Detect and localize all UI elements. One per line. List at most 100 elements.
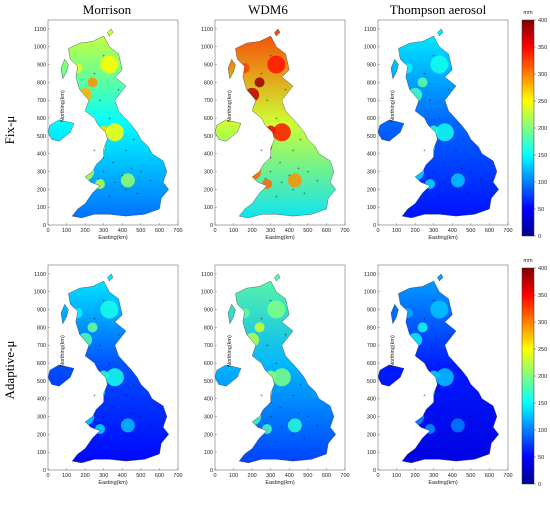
colorbar-tick-label: 300 bbox=[538, 320, 547, 326]
y-tick-label: 800 bbox=[204, 80, 213, 86]
y-tick-label: 500 bbox=[37, 134, 46, 140]
station-marker: + bbox=[423, 149, 426, 154]
y-tick-label: 100 bbox=[37, 450, 46, 456]
station-marker: + bbox=[451, 174, 454, 179]
y-tick-label: 400 bbox=[367, 397, 376, 403]
coastline bbox=[107, 273, 114, 282]
x-tick-label: 400 bbox=[448, 473, 457, 479]
colorbar-tick-label: 50 bbox=[538, 455, 544, 461]
y-tick-label: 900 bbox=[204, 63, 213, 69]
colorbar-tick-label: 200 bbox=[538, 126, 547, 132]
x-tick-label: 200 bbox=[411, 228, 420, 234]
y-tick-label: 600 bbox=[367, 361, 376, 367]
station-marker: + bbox=[93, 72, 96, 77]
station-marker: + bbox=[113, 426, 116, 431]
y-tick-label: 400 bbox=[37, 152, 46, 158]
x-tick-label: 700 bbox=[340, 473, 349, 479]
station-marker: + bbox=[432, 416, 435, 421]
y-tick-label: 0 bbox=[373, 468, 376, 474]
station-marker: + bbox=[108, 440, 111, 445]
y-tick-label: 1000 bbox=[364, 290, 376, 296]
x-tick-label: 600 bbox=[155, 473, 164, 479]
y-tick-label: 500 bbox=[204, 134, 213, 140]
x-tick-label: 500 bbox=[136, 228, 145, 234]
axes-frame bbox=[47, 264, 179, 471]
station-marker: + bbox=[266, 99, 269, 104]
station-marker: + bbox=[292, 394, 295, 399]
precip-hotspot bbox=[243, 407, 262, 426]
x-tick-label: 100 bbox=[229, 473, 238, 479]
map-panels: + + + + + + + + + + + + + + + + + + + +0 100 200 300 400 500 600 7… bbox=[34, 19, 513, 486]
y-tick-label: 400 bbox=[37, 397, 46, 403]
coastline bbox=[377, 364, 405, 387]
station-marker: + bbox=[280, 426, 283, 431]
y-tick-label: 600 bbox=[37, 361, 46, 367]
x-tick-label: 500 bbox=[303, 228, 312, 234]
station-marker: + bbox=[438, 440, 441, 445]
station-marker: + bbox=[466, 192, 469, 197]
colorbar-tick-label: 100 bbox=[538, 180, 547, 186]
y-tick-label: 600 bbox=[37, 116, 46, 122]
y-tick-label: 700 bbox=[367, 98, 376, 104]
station-marker: + bbox=[284, 334, 287, 339]
precip-hotspot bbox=[72, 308, 83, 319]
y-tick-label: 600 bbox=[204, 361, 213, 367]
precip-hotspot bbox=[408, 332, 423, 347]
precip-hotspot bbox=[406, 162, 425, 181]
x-tick-label: 700 bbox=[503, 473, 512, 479]
x-tick-label: 100 bbox=[62, 228, 71, 234]
station-marker: + bbox=[455, 394, 458, 399]
precip-hotspot bbox=[272, 368, 291, 387]
colorbar-bottom: mm 0 50 100 150 200 250 300 350 400 bbox=[521, 258, 547, 488]
x-tick-label: 300 bbox=[429, 473, 438, 479]
y-tick-label: 200 bbox=[204, 187, 213, 193]
station-marker: + bbox=[108, 362, 111, 367]
x-axis-label: Easting(km) bbox=[428, 235, 458, 241]
station-marker: + bbox=[260, 72, 263, 77]
map-panel: ++++++++++++++++++++0 100 200 300 400 500 600 7… bbox=[201, 264, 350, 486]
station-marker: + bbox=[427, 423, 430, 428]
y-tick-label: 0 bbox=[373, 223, 376, 229]
station-marker: + bbox=[280, 181, 283, 186]
colorbar-tick-label: 50 bbox=[538, 207, 544, 213]
y-tick-label: 800 bbox=[37, 80, 46, 86]
station-marker: + bbox=[93, 394, 96, 399]
station-marker: + bbox=[316, 424, 319, 429]
y-tick-label: 900 bbox=[204, 308, 213, 314]
station-marker: + bbox=[136, 437, 139, 442]
x-tick-label: 700 bbox=[173, 228, 182, 234]
station-marker: + bbox=[438, 195, 441, 200]
x-tick-label: 300 bbox=[99, 473, 108, 479]
station-marker: + bbox=[132, 138, 135, 143]
station-marker: + bbox=[93, 317, 96, 322]
x-tick-label: 500 bbox=[466, 473, 475, 479]
station-marker: + bbox=[113, 181, 116, 186]
coastline bbox=[47, 119, 75, 142]
station-marker: + bbox=[269, 401, 272, 406]
station-marker: + bbox=[260, 149, 263, 154]
station-marker: + bbox=[455, 188, 458, 193]
station-marker: + bbox=[149, 424, 152, 429]
station-marker: + bbox=[292, 433, 295, 438]
y-tick-label: 200 bbox=[367, 187, 376, 193]
colorbar-tick-label: 350 bbox=[538, 293, 547, 299]
x-tick-label: 300 bbox=[266, 228, 275, 234]
y-tick-label: 200 bbox=[367, 432, 376, 438]
station-marker: + bbox=[299, 383, 302, 388]
coastline bbox=[227, 303, 236, 325]
x-tick-label: 400 bbox=[118, 228, 127, 234]
coastline bbox=[214, 119, 242, 142]
axes-frame bbox=[214, 264, 346, 471]
station-marker: + bbox=[297, 167, 300, 172]
x-axis-label: Easting(km) bbox=[265, 480, 295, 486]
coastline bbox=[437, 28, 444, 37]
x-tick-label: 500 bbox=[466, 228, 475, 234]
station-marker: + bbox=[432, 156, 435, 161]
y-tick-label: 400 bbox=[204, 397, 213, 403]
coastline bbox=[47, 364, 75, 387]
y-tick-label: 500 bbox=[367, 379, 376, 385]
y-tick-label: 400 bbox=[367, 152, 376, 158]
precip-hotspot bbox=[435, 123, 454, 142]
precip-hotspot bbox=[72, 63, 83, 74]
y-tick-label: 800 bbox=[204, 325, 213, 331]
